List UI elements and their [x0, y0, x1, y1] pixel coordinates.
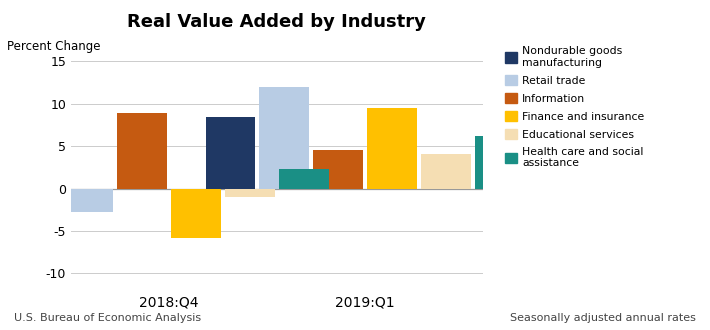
Text: U.S. Bureau of Economic Analysis: U.S. Bureau of Economic Analysis	[14, 314, 202, 323]
Text: Percent Change: Percent Change	[7, 40, 101, 52]
Legend: Nondurable goods
manufacturing, Retail trade, Information, Finance and insurance: Nondurable goods manufacturing, Retail t…	[505, 46, 644, 168]
Bar	[63, 188, 113, 212]
Bar	[259, 87, 309, 188]
Bar	[117, 113, 167, 188]
Bar	[171, 188, 221, 238]
Bar	[421, 154, 471, 188]
Text: Real Value Added by Industry: Real Value Added by Industry	[128, 13, 426, 31]
Bar	[9, 179, 59, 188]
Bar	[475, 136, 525, 188]
Bar	[279, 169, 329, 188]
Text: Seasonally adjusted annual rates: Seasonally adjusted annual rates	[510, 314, 696, 323]
Bar	[367, 108, 417, 188]
Bar	[313, 150, 363, 188]
Bar	[205, 117, 255, 188]
Bar	[225, 188, 275, 197]
